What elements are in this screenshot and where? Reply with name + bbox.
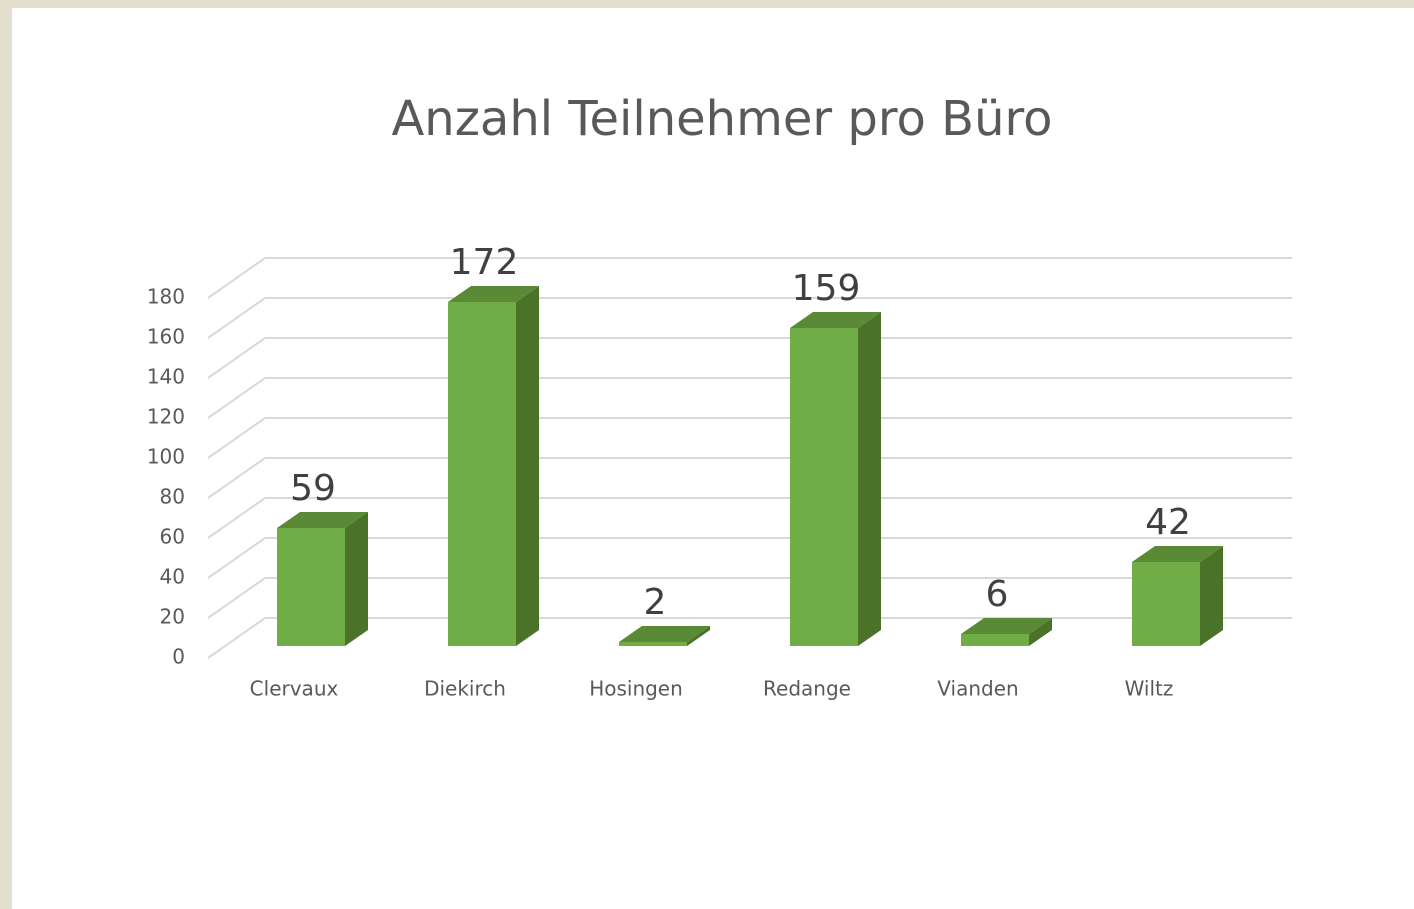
y-tick-label: 60 xyxy=(160,525,185,549)
bar xyxy=(790,312,881,646)
bar-front xyxy=(790,328,858,646)
bar-top xyxy=(1132,546,1223,562)
bar-side xyxy=(345,512,368,646)
bar xyxy=(448,286,539,646)
chart-title: Anzahl Teilnehmer pro Büro xyxy=(391,91,1052,147)
bar-side xyxy=(687,626,710,646)
grid-line xyxy=(207,297,1292,339)
data-label: 42 xyxy=(1145,502,1191,543)
y-tick-label: 180 xyxy=(147,285,185,309)
y-tick-label: 40 xyxy=(160,565,185,589)
bar-top xyxy=(619,626,710,642)
bar-front xyxy=(448,302,516,646)
y-tick-label: 80 xyxy=(160,485,185,509)
grid-line xyxy=(207,417,1292,459)
bar xyxy=(619,626,710,646)
grid-line xyxy=(207,537,1292,579)
y-tick-label: 0 xyxy=(172,645,185,669)
x-tick-label: Redange xyxy=(763,677,851,701)
bar xyxy=(1132,546,1223,646)
data-label: 59 xyxy=(290,468,336,509)
bar-top xyxy=(790,312,881,328)
y-tick-label: 20 xyxy=(160,605,185,629)
grid-line xyxy=(207,577,1292,619)
data-label: 172 xyxy=(450,242,519,283)
bar-top xyxy=(448,286,539,302)
x-tick-label: Clervaux xyxy=(250,677,339,701)
grid-line xyxy=(207,337,1292,379)
bar-front xyxy=(961,634,1029,646)
bar-side xyxy=(1200,546,1223,646)
grid-line xyxy=(207,617,1292,659)
chart: Anzahl Teilnehmer pro Büro 0 20 40 60 80 100 1… xyxy=(147,91,1292,701)
bar-side xyxy=(1029,618,1052,646)
bar xyxy=(961,618,1052,646)
grid-line xyxy=(207,497,1292,539)
bar-front xyxy=(619,642,687,646)
y-tick-label: 100 xyxy=(147,445,185,469)
bar xyxy=(277,512,368,646)
data-label: 2 xyxy=(644,582,667,623)
y-tick-label: 140 xyxy=(147,365,185,389)
bar-front xyxy=(277,528,345,646)
data-label: 6 xyxy=(986,574,1009,615)
x-tick-label: Hosingen xyxy=(589,677,683,701)
bar-top xyxy=(961,618,1052,634)
bar-side xyxy=(858,312,881,646)
grid-line xyxy=(207,457,1292,499)
page: Anzahl Teilnehmer pro Büro 0 20 40 60 80 100 1… xyxy=(12,8,1414,909)
bar-side xyxy=(516,286,539,646)
y-tick-label: 160 xyxy=(147,325,185,349)
x-tick-label: Wiltz xyxy=(1125,677,1174,701)
bar-top xyxy=(277,512,368,528)
x-tick-label: Vianden xyxy=(937,677,1018,701)
data-label: 159 xyxy=(792,268,861,309)
bar-front xyxy=(1132,562,1200,646)
grid-line xyxy=(207,377,1292,419)
y-tick-label: 120 xyxy=(147,405,185,429)
x-tick-label: Diekirch xyxy=(424,677,506,701)
grid-line xyxy=(207,257,1292,299)
